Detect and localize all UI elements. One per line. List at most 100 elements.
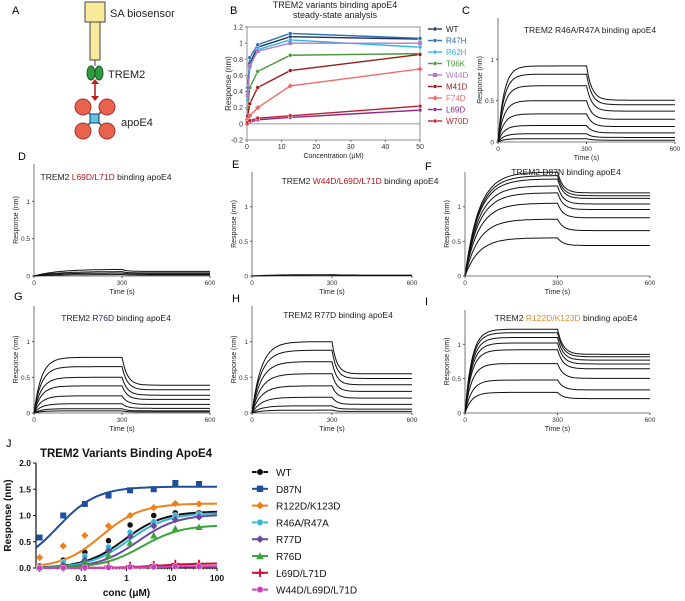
chart-b: TREM2 variants binding apoE4steady-state…	[224, 0, 468, 160]
chart-c-sensorgram-trace	[497, 125, 675, 143]
apoe4-subunit-icon	[98, 98, 116, 116]
chart-g: 0 0.5 1 0 300 600 Time (s) Response (nm) TREM2 R…	[13, 306, 216, 433]
chart-j-legend-marker	[256, 586, 264, 594]
chart-j-point	[150, 531, 158, 539]
chart-b-plot-frame	[246, 26, 421, 141]
panel-a-schematic: SA biosensor TREM2 apoE4	[74, 1, 175, 140]
chart-j-point	[36, 564, 43, 572]
chart-b-legend-marker	[432, 49, 438, 55]
chart-j-legend-marker	[256, 501, 264, 510]
chart-j-point	[150, 504, 158, 512]
chart-c-sensorgram-trace	[497, 113, 675, 143]
chart-j-title: TREM2 Variants Binding ApoE4	[40, 448, 213, 460]
chart-d-ytick-label: 0	[26, 274, 30, 281]
chart-j-point	[195, 563, 203, 570]
chart-f-sensorgram-trace	[464, 178, 650, 277]
chart-b-point	[255, 105, 261, 111]
chart-b-subtitle: steady-state analysis	[293, 10, 378, 20]
chart-j-legend-label: R122D/K123D	[276, 502, 340, 513]
chart-b-ytick-label: 0.6	[233, 73, 243, 80]
chart-b-xtick-label: 30	[347, 144, 355, 151]
chart-d-title-part: binding apoE4	[115, 172, 172, 182]
sensor-label: SA biosensor	[110, 8, 175, 20]
chart-c-sensorgram-trace	[497, 100, 675, 143]
chart-j-legend-label: R77D	[276, 535, 302, 546]
chart-b-point	[255, 115, 260, 121]
chart-i-sensorgram-trace	[464, 363, 650, 414]
chart-d-sensorgram-trace	[33, 272, 210, 277]
chart-c-title: TREM2 R46A/R47A binding apoE4	[524, 25, 657, 35]
chart-j-point	[127, 487, 134, 494]
chart-f-ylabel: Response (nm)	[444, 200, 451, 248]
chart-b-legend-label: L69D	[446, 106, 465, 115]
chart-i-sensorgram-trace	[464, 379, 650, 414]
chart-g-ylabel: Response (nm)	[13, 336, 20, 384]
chart-h-sensorgram-trace	[251, 373, 412, 414]
chart-d-xtick-label: 600	[205, 280, 216, 287]
chart-c-ytick-label: 0.5	[485, 98, 494, 105]
chart-b-point	[288, 53, 293, 58]
chart-j-point	[195, 523, 203, 531]
chart-b-point	[288, 113, 293, 119]
chart-f-sensorgram-trace	[464, 192, 650, 277]
chart-c: 0 0.5 1 0 300 600 Time (s) Response (nm) TREM2 R…	[477, 18, 681, 162]
chart-h-title: TREM2 R77D binding apoE4	[283, 310, 393, 320]
chart-j-point	[35, 553, 44, 562]
chart-f-ytick-label: 1	[457, 204, 461, 211]
chart-b-point	[247, 55, 253, 60]
chart-b-legend-label: W70D	[446, 117, 468, 126]
chart-f-ytick-label: 0	[457, 274, 461, 281]
chart-d-ytick-label: 1	[26, 199, 30, 206]
chart-e-sensorgram-trace	[251, 274, 412, 277]
chart-g-ytick-label: 0.5	[21, 375, 30, 382]
trem2-domain-icon	[94, 65, 104, 81]
chart-d-sensorgram-trace	[33, 271, 210, 277]
chart-b-ytick-label: 1.2	[233, 25, 243, 32]
chart-i-sensorgram-trace	[464, 342, 650, 414]
chart-b-ylabel: Response (nm)	[224, 56, 233, 111]
chart-h-sensorgram-trace	[251, 409, 412, 414]
chart-d-title: TREM2 L69D/L71D binding apoE4	[41, 172, 172, 182]
chart-c-xtick-label: 600	[670, 146, 681, 153]
chart-j-point	[105, 492, 112, 499]
chart-e-title: TREM2 W44D/L69D/L71D binding apoE4	[282, 176, 439, 186]
panel-letter-c: C	[462, 5, 470, 17]
chart-b-legend-marker	[433, 73, 437, 77]
chart-c-sensorgram-trace	[497, 133, 675, 143]
chart-i-xtick-label: 0	[463, 417, 467, 424]
chart-j: TREM2 Variants Binding ApoE4 0.0 0.5 1.0 1.5…	[3, 448, 357, 599]
chart-j-xtick-label: 10	[167, 573, 177, 583]
chart-i-ytick-label: 1	[457, 342, 461, 349]
chart-e-xtick-label: 300	[327, 280, 338, 287]
chart-b-ytick-label: 0.4	[233, 89, 243, 96]
chart-j-legend-label: WT	[276, 468, 292, 479]
chart-b-legend-marker	[432, 38, 438, 43]
chart-c-ylabel: Response (nm)	[477, 56, 484, 104]
chart-b-legend-label: M41D	[446, 83, 468, 92]
chart-b-legend-marker	[432, 107, 438, 112]
chart-d-title-part: TREM2	[41, 172, 72, 182]
chart-j-point	[171, 525, 179, 532]
chart-d-title-part: L69D/L71D	[72, 172, 115, 182]
apoe4-label: apoE4	[121, 117, 153, 129]
apoe4-hub-icon	[89, 113, 100, 124]
chart-j-point	[81, 564, 89, 571]
chart-h: 0 0.5 1 0 300 600 Time (s) Response (nm) TREM2 R…	[231, 306, 418, 433]
chart-h-ylabel: Response (nm)	[231, 336, 238, 384]
chart-e-ylabel: Response (nm)	[231, 200, 238, 248]
chart-f-sensorgram-trace	[464, 202, 650, 277]
chart-j-legend-marker	[256, 468, 264, 476]
chart-i-xtick-label: 600	[645, 417, 656, 424]
chart-j-point	[105, 537, 112, 544]
chart-h-ytick-label: 1	[244, 339, 248, 346]
chart-j-legend-label: L69D/L71D	[276, 569, 327, 580]
chart-j-legend-label: R46A/R47A	[276, 518, 329, 529]
chart-i-xtick-label: 300	[552, 417, 563, 424]
chart-b-point	[417, 52, 423, 57]
chart-j-point	[104, 551, 113, 559]
chart-b-legend-marker	[432, 95, 438, 101]
chart-i-sensorgram-trace	[464, 391, 650, 414]
chart-f: 0 0.5 1 0 300 600 Time (s) Response (nm) TREM2 D…	[444, 167, 656, 296]
chart-h-xtick-label: 0	[250, 417, 254, 424]
chart-b-xtick-label: 40	[382, 144, 390, 151]
